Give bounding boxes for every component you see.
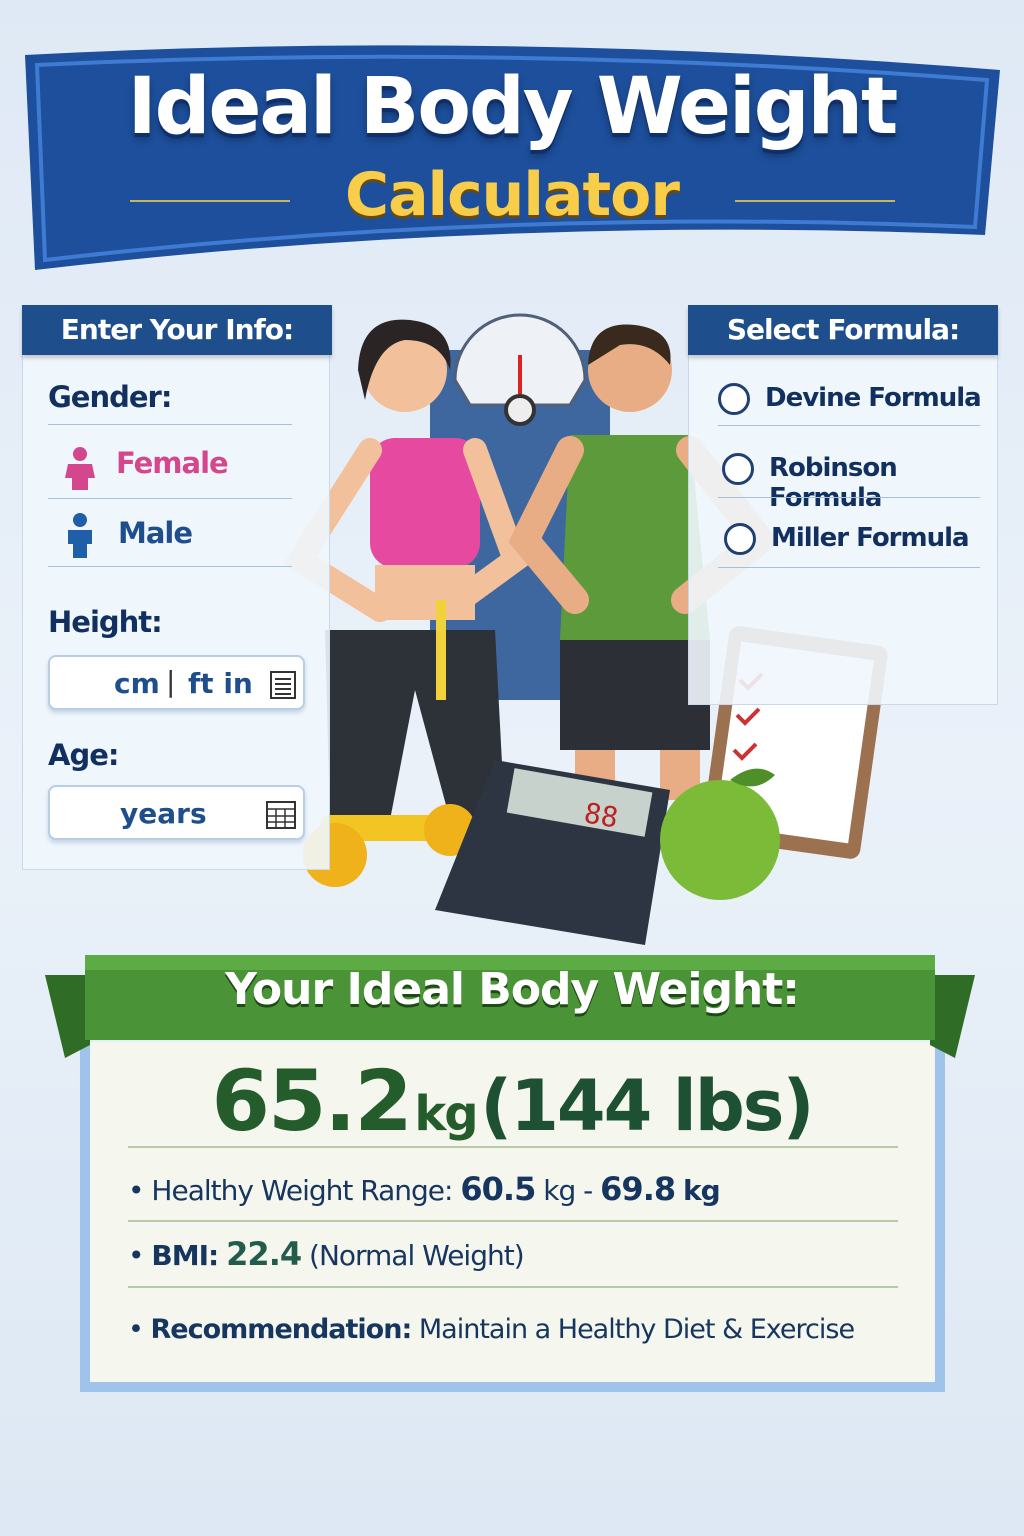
formula-panel-title: Select Formula:	[688, 305, 998, 355]
gender-label: Gender:	[48, 380, 172, 414]
calculator-illustration: 88	[435, 760, 670, 945]
radio-button[interactable]	[718, 383, 750, 415]
height-input[interactable]: cm | ft in	[48, 655, 305, 710]
ideal-weight-value: 65.2 kg (144 lbs)	[0, 1052, 1024, 1150]
woman-figure	[283, 319, 530, 820]
divider	[718, 425, 980, 426]
radio-button[interactable]	[722, 453, 754, 485]
recommendation-item: • Recommendation: Maintain a Healthy Die…	[128, 1314, 855, 1345]
result-card	[80, 1042, 945, 1392]
male-label: Male	[118, 516, 193, 550]
unit-separator: |	[166, 665, 176, 698]
input-panel	[22, 305, 330, 870]
formula-label: Miller Formula	[771, 523, 970, 553]
female-person-icon	[65, 447, 95, 490]
range-unit: kg	[683, 1174, 721, 1207]
divider	[128, 1220, 898, 1222]
male-person-icon	[68, 513, 92, 558]
page-title: Ideal Body Weight	[127, 62, 899, 152]
title-divider-right	[735, 200, 895, 202]
divider	[718, 567, 980, 568]
recommendation-label: Recommendation:	[150, 1314, 413, 1345]
formula-option-robinson[interactable]: Robinson Formula	[722, 450, 987, 513]
divider	[718, 497, 980, 498]
bmi-label: BMI:	[151, 1239, 219, 1272]
range-label: Healthy Weight Range:	[151, 1174, 453, 1207]
title-divider-left	[130, 200, 290, 202]
divider	[128, 1286, 898, 1288]
female-label: Female	[116, 446, 229, 480]
divider	[48, 498, 292, 499]
gender-option-female[interactable]: Female	[48, 440, 292, 496]
svg-text:88: 88	[582, 796, 621, 834]
formula-option-miller[interactable]: Miller Formula	[724, 520, 989, 560]
divider	[48, 424, 292, 425]
range-separator: -	[583, 1174, 593, 1207]
bmi-category: (Normal Weight)	[309, 1239, 525, 1272]
weight-lbs: (144 lbs)	[480, 1065, 814, 1147]
weight-unit: kg	[414, 1086, 478, 1142]
height-label: Height:	[48, 605, 163, 639]
height-unit-ft-in[interactable]: ft in	[188, 667, 253, 700]
range-unit: kg	[543, 1174, 576, 1207]
header-banner	[25, 45, 1000, 270]
gender-option-male[interactable]: Male	[48, 508, 292, 564]
radio-button[interactable]	[724, 523, 756, 555]
range-low: 60.5	[460, 1170, 536, 1208]
age-unit: years	[120, 797, 207, 830]
formula-option-devine[interactable]: Devine Formula	[718, 380, 983, 420]
age-input[interactable]: years	[48, 785, 305, 840]
result-ribbon	[45, 955, 975, 1058]
bmi-value: 22.4	[226, 1235, 302, 1273]
weight-kg: 65.2	[211, 1052, 413, 1150]
page-subtitle: Calculator	[345, 160, 680, 230]
height-unit-cm[interactable]: cm	[114, 667, 160, 700]
recommendation-text: Maintain a Healthy Diet & Exercise	[418, 1314, 855, 1345]
bmi-item: • BMI: 22.4 (Normal Weight)	[128, 1235, 525, 1273]
divider	[128, 1146, 898, 1148]
range-high: 69.8	[600, 1170, 676, 1208]
formula-label: Robinson Formula	[769, 453, 898, 513]
formula-panel	[688, 305, 998, 705]
age-label: Age:	[48, 738, 119, 772]
input-panel-title: Enter Your Info:	[22, 305, 332, 355]
result-title: Your Ideal Body Weight:	[225, 964, 800, 1015]
healthy-range-item: • Healthy Weight Range: 60.5 kg - 69.8 k…	[128, 1170, 721, 1208]
divider	[48, 566, 292, 567]
calendar-icon	[266, 801, 296, 829]
clipboard-icon	[270, 671, 296, 699]
formula-label: Devine Formula	[765, 383, 982, 413]
apple-illustration	[660, 768, 780, 900]
